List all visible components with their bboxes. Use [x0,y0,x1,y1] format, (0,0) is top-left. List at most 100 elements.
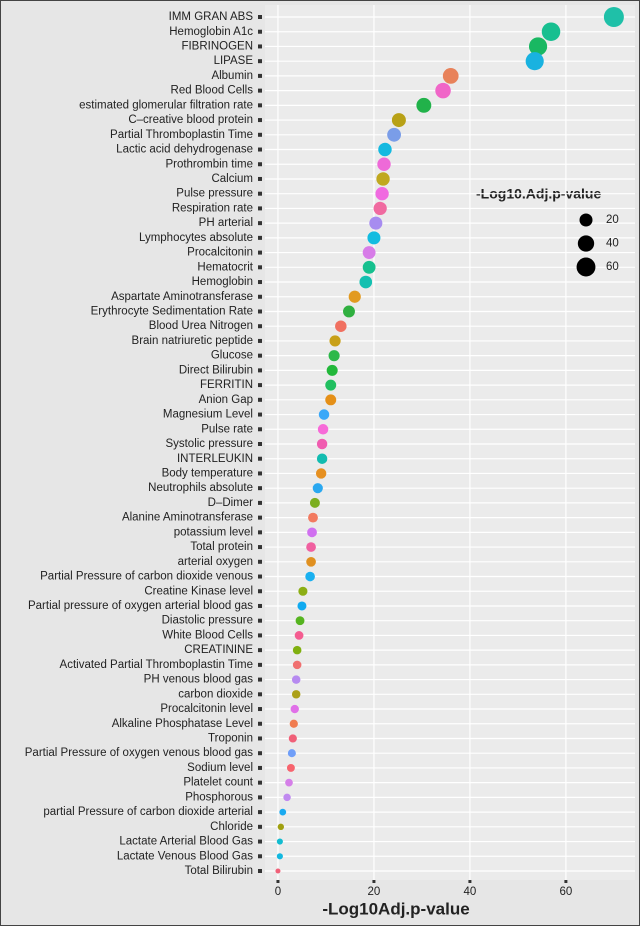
y-tick-label: Systolic pressure [165,438,253,450]
y-tick [258,692,262,697]
y-tick-label: Alkaline Phosphatase Level [112,718,253,730]
y-tick-label: Lactic acid dehydrogenase [116,144,253,156]
y-tick [258,618,262,623]
y-tick [258,250,262,255]
y-tick-label: Sodium level [187,762,253,774]
y-tick [258,442,262,446]
y-tick-label: Diastolic pressure [162,615,253,627]
y-tick-label: Lactate Arterial Blood Gas [119,836,253,848]
y-tick-label: Erythrocyte Sedimentation Rate [91,306,253,318]
y-tick [258,662,262,667]
y-tick [258,603,262,608]
x-tick-label: 40 [464,886,477,898]
dot [295,616,305,626]
dot [435,82,451,99]
dot [309,497,320,508]
y-tick [258,221,262,226]
y-tick [258,132,262,137]
y-tick-label: INTERLEUKIN [177,453,253,465]
dot [369,216,383,230]
y-tick-label: LIPASE [214,55,254,67]
y-tick-label: Direct Bilirubin [179,364,253,376]
y-tick [258,530,262,535]
legend-dot [577,235,595,252]
dot [276,838,283,845]
y-tick-label: carbon dioxide [178,688,253,700]
dot [367,231,381,245]
y-tick [258,456,262,461]
dot [279,808,287,816]
dot [359,275,373,289]
y-tick-label: Pulse rate [201,423,253,435]
y-tick [258,869,262,873]
dot [291,690,301,699]
y-tick-label: Neutrophils absolute [148,482,253,494]
y-tick-label: White Blood Cells [162,629,253,641]
dot [286,763,295,772]
y-tick [258,486,262,491]
y-tick-label: Respiration rate [172,202,253,214]
y-tick-label: Blood Urea Nitrogen [149,320,253,332]
y-tick-label: Partial Pressure of oxygen venous blood … [25,747,253,759]
y-tick [258,515,262,520]
y-tick [258,368,262,373]
y-tick-label: Aspartate Aminotransferase [111,291,253,303]
y-tick-label: Partial pressure of oxygen arterial bloo… [28,600,253,612]
dot [375,187,389,201]
y-tick-label: Total protein [190,541,253,553]
y-tick-label: Troponin [208,733,253,745]
y-tick-label: Partial Pressure of carbon dioxide venou… [40,571,253,583]
y-tick-label: Procalcitonin [187,247,253,259]
y-tick [258,265,262,270]
y-tick-label: Partial Thromboplastin Time [110,129,253,141]
dot [307,527,317,538]
dot [373,201,387,216]
x-tick-label: 0 [275,886,281,898]
y-tick [258,44,262,49]
dot [294,631,304,640]
y-tick [258,118,262,123]
y-tick-label: Body temperature [162,467,253,479]
dot [289,719,298,728]
y-tick [258,751,262,756]
y-tick-label: PH venous blood gas [144,674,254,686]
dot [316,438,328,450]
dot [287,749,296,758]
dot [297,601,307,611]
dot [541,22,561,41]
y-tick [258,294,262,299]
y-tick-label: Activated Partial Thromboplastin Time [60,659,253,671]
dot [285,778,293,787]
y-tick [258,88,262,93]
y-tick [258,795,262,800]
y-tick-label: arterial oxygen [178,556,253,568]
legend-label: 60 [606,261,619,273]
legend-dot [579,213,593,227]
y-tick [258,176,262,181]
dot [317,424,329,435]
dot [292,660,302,670]
dot [318,409,330,420]
y-tick-label: FERRITIN [200,379,253,391]
y-tick-label: Lymphocytes absolute [139,232,253,244]
y-tick [258,721,262,726]
y-tick [258,412,262,417]
dot [335,320,347,332]
dot [306,542,316,552]
dot [316,453,328,464]
dot [362,260,376,274]
y-tick [258,574,262,579]
y-tick-label: D–Dimer [208,497,254,509]
dot [387,127,402,142]
dot [276,853,283,860]
y-tick-label: Albumin [211,70,253,82]
dot [291,675,301,684]
y-tick [258,73,262,78]
y-tick-label: Total Bilirubin [185,865,253,877]
y-tick-label: Red Blood Cells [171,85,254,97]
y-tick [258,397,262,402]
y-tick-label: PH arterial [199,217,253,229]
dot [275,868,281,874]
dot [362,246,376,259]
